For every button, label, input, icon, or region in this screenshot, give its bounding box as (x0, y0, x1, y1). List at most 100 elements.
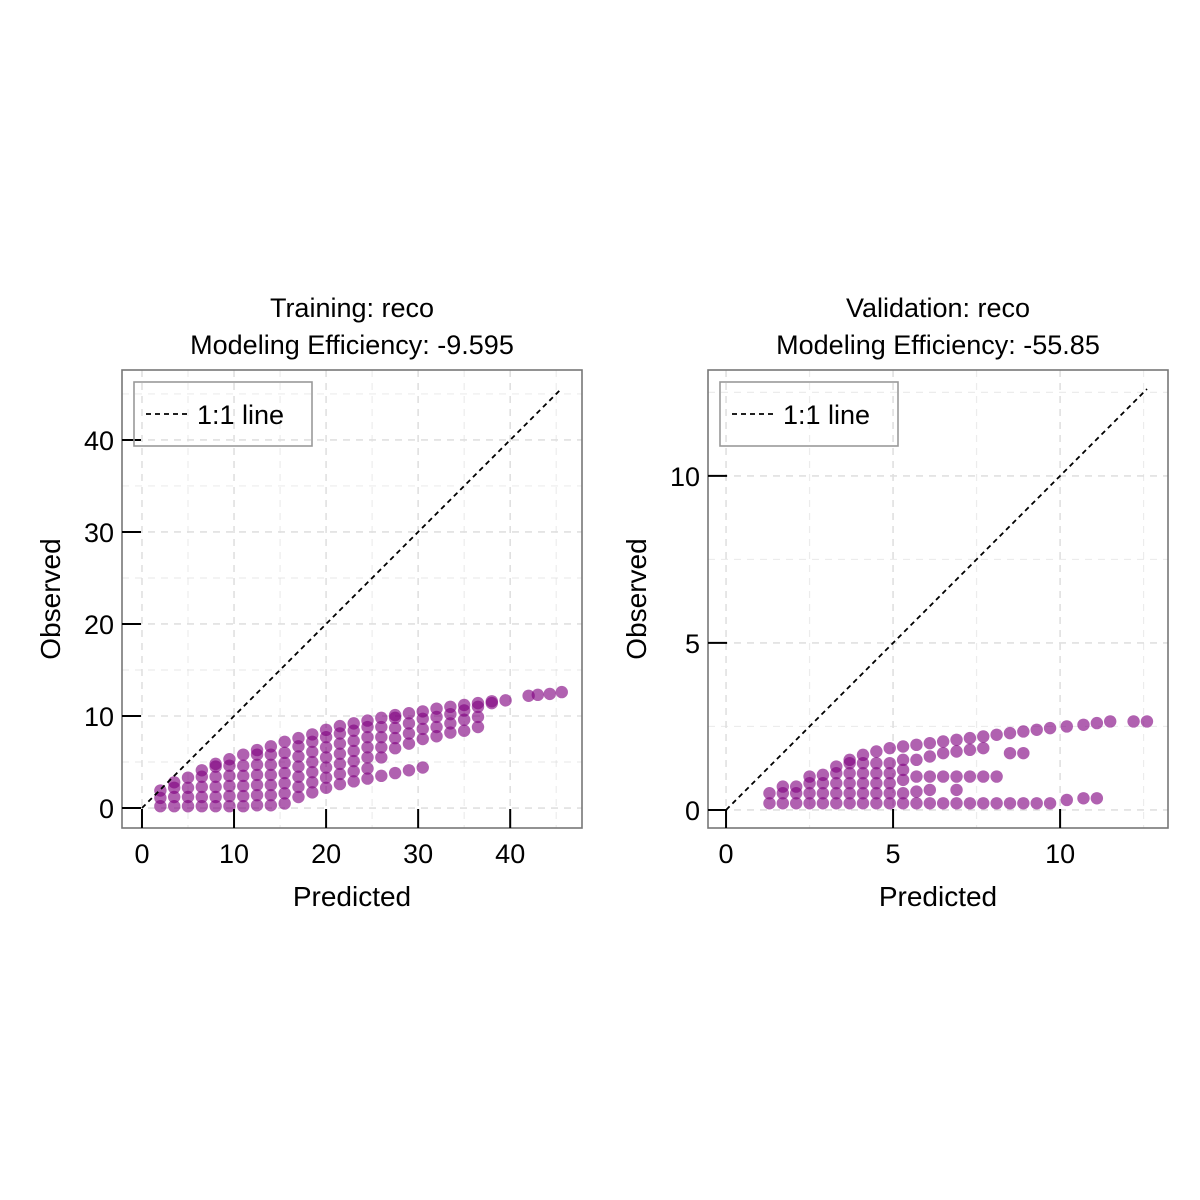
data-point (936, 746, 950, 760)
data-point (292, 731, 305, 745)
data-point (195, 780, 209, 794)
data-point (870, 787, 883, 800)
data-point (388, 708, 402, 722)
data-point (789, 797, 803, 810)
data-point (388, 721, 402, 735)
data-point (1017, 797, 1030, 810)
data-point (1003, 726, 1017, 740)
y-tick-label: 0 (685, 796, 700, 826)
data-point (388, 731, 402, 745)
data-point (856, 748, 870, 762)
data-point (990, 797, 1003, 810)
data-point (1030, 797, 1043, 810)
data-point (264, 788, 278, 802)
y-tick-label: 10 (670, 462, 700, 492)
data-point (936, 797, 950, 810)
data-point (1060, 793, 1073, 807)
data-point (223, 753, 236, 766)
data-point (181, 790, 195, 804)
x-tick-label: 0 (134, 839, 149, 869)
data-point (416, 761, 429, 774)
one-to-one-line (725, 388, 1148, 811)
data-point (803, 787, 816, 800)
data-point (319, 723, 333, 737)
data-point (1003, 746, 1017, 760)
chart-title-line2: Modeling Efficiency: -55.85 (776, 330, 1100, 360)
data-point (870, 777, 883, 790)
data-point (209, 799, 222, 813)
data-point (1017, 746, 1030, 760)
x-tick-label: 10 (1045, 839, 1075, 869)
data-point (402, 764, 416, 777)
data-point (375, 730, 388, 744)
data-point (292, 780, 305, 794)
data-point (361, 751, 374, 764)
data-point (1104, 715, 1117, 728)
data-point (430, 730, 443, 743)
data-point (278, 797, 291, 810)
x-tick-label: 10 (219, 839, 249, 869)
x-tick-label: 0 (719, 839, 734, 869)
data-point (292, 750, 305, 763)
data-point (830, 787, 843, 800)
data-point (416, 705, 429, 718)
plot-area: 0 10 20 30 40 0 10 20 30 40 (84, 369, 583, 869)
data-point (264, 758, 278, 771)
data-point (896, 787, 910, 800)
data-point (181, 781, 195, 794)
data-point (319, 771, 333, 784)
data-point (278, 776, 291, 790)
data-point (936, 770, 950, 783)
data-point (347, 734, 360, 748)
data-point (1043, 721, 1057, 735)
chart-title-line2: Modeling Efficiency: -9.595 (190, 330, 514, 360)
data-point (883, 787, 896, 800)
data-point (977, 730, 990, 743)
x-tick-label: 30 (403, 839, 433, 869)
data-point (1090, 792, 1104, 805)
data-point (870, 745, 883, 758)
data-point (319, 741, 333, 754)
y-tick-label: 10 (84, 702, 114, 732)
data-point (375, 720, 388, 734)
data-point (223, 799, 236, 813)
data-point (278, 787, 291, 800)
axes-frame (707, 369, 1169, 829)
data-point (910, 738, 923, 752)
data-point (963, 731, 977, 745)
scatter-points (763, 715, 1154, 810)
data-point (923, 783, 937, 797)
data-point (223, 769, 236, 783)
data-point (333, 747, 347, 760)
data-point (250, 778, 264, 792)
data-point (278, 756, 291, 770)
data-point (1090, 716, 1104, 730)
data-point (361, 762, 374, 775)
data-point (883, 777, 896, 790)
data-point (1030, 723, 1043, 736)
data-point (223, 789, 236, 803)
data-point (402, 727, 416, 740)
data-point (1043, 797, 1057, 810)
data-point (555, 685, 568, 699)
data-point (457, 698, 471, 712)
data-point (896, 773, 910, 787)
data-point (209, 790, 222, 804)
chart-title-line1: Training: reco (270, 293, 434, 323)
data-point (237, 779, 250, 793)
data-point (977, 741, 990, 755)
data-point (830, 777, 843, 790)
data-point (896, 763, 910, 777)
data-point (856, 777, 870, 790)
data-point (1140, 715, 1154, 728)
data-point (361, 772, 374, 785)
data-point (347, 717, 360, 730)
data-point (375, 711, 388, 725)
data-point (543, 687, 556, 701)
data-point (816, 797, 830, 810)
x-axis-label: Predicted (879, 881, 997, 912)
data-point (843, 753, 856, 767)
data-point (896, 797, 910, 810)
data-point (250, 768, 264, 782)
data-point (870, 767, 883, 780)
